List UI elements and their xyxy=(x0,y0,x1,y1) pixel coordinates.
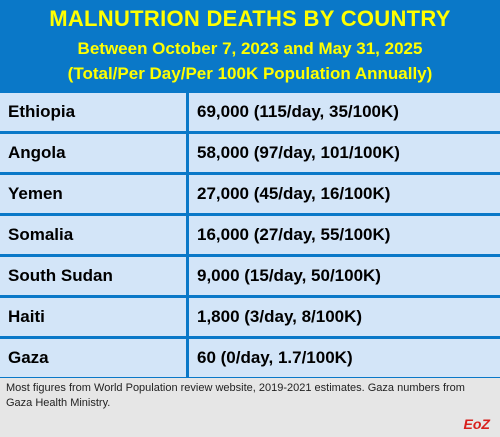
subtitle-metrics: (Total/Per Day/Per 100K Population Annua… xyxy=(67,64,433,83)
table-row: Yemen 27,000 (45/day, 16/100K) xyxy=(0,175,500,213)
subtitle-date-range: Between October 7, 2023 and May 31, 2025 xyxy=(77,39,423,58)
table-row: Ethiopia 69,000 (115/day, 35/100K) xyxy=(0,93,500,131)
table-row: Haiti 1,800 (3/day, 8/100K) xyxy=(0,298,500,336)
table-row: Angola 58,000 (97/day, 101/100K) xyxy=(0,134,500,172)
value-cell: 60 (0/day, 1.7/100K) xyxy=(189,339,500,377)
footer: Most figures from World Population revie… xyxy=(0,378,500,437)
country-cell: Haiti xyxy=(0,298,186,336)
table-row: South Sudan 9,000 (15/day, 50/100K) xyxy=(0,257,500,295)
country-cell: South Sudan xyxy=(0,257,186,295)
country-cell: Gaza xyxy=(0,339,186,377)
value-cell: 69,000 (115/day, 35/100K) xyxy=(189,93,500,131)
deaths-table: Ethiopia 69,000 (115/day, 35/100K) Angol… xyxy=(0,90,500,378)
country-cell: Yemen xyxy=(0,175,186,213)
value-cell: 1,800 (3/day, 8/100K) xyxy=(189,298,500,336)
table-row: Gaza 60 (0/day, 1.7/100K) xyxy=(0,339,500,377)
value-cell: 16,000 (27/day, 55/100K) xyxy=(189,216,500,254)
page-title: MALNUTRION DEATHS BY COUNTRY xyxy=(49,6,451,31)
value-cell: 9,000 (15/day, 50/100K) xyxy=(189,257,500,295)
country-cell: Somalia xyxy=(0,216,186,254)
credit-logo: EoZ xyxy=(463,416,490,432)
source-note: Most figures from World Population revie… xyxy=(6,382,465,409)
table-row: Somalia 16,000 (27/day, 55/100K) xyxy=(0,216,500,254)
country-cell: Angola xyxy=(0,134,186,172)
country-cell: Ethiopia xyxy=(0,93,186,131)
header-banner: MALNUTRION DEATHS BY COUNTRY Between Oct… xyxy=(0,0,500,90)
value-cell: 58,000 (97/day, 101/100K) xyxy=(189,134,500,172)
value-cell: 27,000 (45/day, 16/100K) xyxy=(189,175,500,213)
